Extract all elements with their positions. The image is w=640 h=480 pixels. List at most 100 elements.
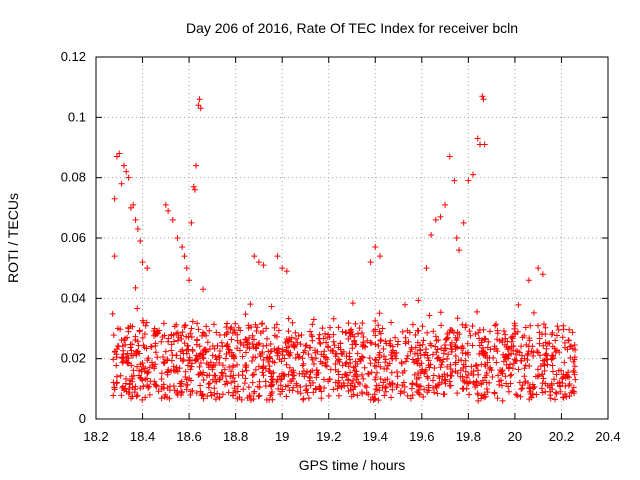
data-point <box>428 342 435 349</box>
data-point <box>446 378 453 385</box>
data-point <box>197 382 204 389</box>
data-point <box>563 393 570 400</box>
data-point <box>206 327 213 334</box>
data-point <box>127 344 134 351</box>
data-point <box>213 356 220 363</box>
data-point <box>286 364 293 371</box>
data-point <box>352 358 359 365</box>
data-point <box>375 342 382 349</box>
data-point <box>432 216 439 223</box>
data-point <box>203 372 210 379</box>
data-point <box>283 347 290 354</box>
data-point <box>404 352 411 359</box>
data-point <box>310 360 317 367</box>
data-point <box>533 391 540 398</box>
grid <box>96 57 608 419</box>
data-point <box>219 362 226 369</box>
data-point <box>491 345 498 352</box>
data-point <box>487 364 494 371</box>
data-point <box>263 325 270 332</box>
data-point <box>216 374 223 381</box>
data-point <box>144 357 151 364</box>
data-point <box>211 321 218 328</box>
data-point <box>375 322 382 329</box>
data-point <box>440 350 447 357</box>
data-point <box>292 335 299 342</box>
x-tick-label: 18.2 <box>83 429 108 444</box>
data-point <box>196 363 203 370</box>
data-point <box>343 359 350 366</box>
data-point <box>198 392 205 399</box>
data-point <box>256 351 263 358</box>
data-point <box>469 322 476 329</box>
data-point <box>509 365 516 372</box>
data-point <box>218 339 225 346</box>
data-point <box>521 332 528 339</box>
data-point <box>245 384 252 391</box>
data-point <box>265 368 272 375</box>
data-point <box>111 195 118 202</box>
data-point <box>562 382 569 389</box>
data-point <box>271 324 278 331</box>
data-point <box>522 324 529 331</box>
data-point <box>249 379 256 386</box>
data-point <box>279 265 286 272</box>
data-point <box>382 356 389 363</box>
data-point <box>473 378 480 385</box>
data-point <box>267 340 274 347</box>
data-point <box>124 350 131 357</box>
data-point <box>165 335 172 342</box>
data-point <box>209 352 216 359</box>
data-point <box>244 395 251 402</box>
data-point <box>448 339 455 346</box>
data-point <box>199 332 206 339</box>
data-point <box>267 348 274 355</box>
data-point <box>337 346 344 353</box>
data-point <box>164 369 171 376</box>
data-point <box>518 386 525 393</box>
data-point <box>132 348 139 355</box>
data-point <box>478 395 485 402</box>
data-point <box>417 352 424 359</box>
data-point <box>552 389 559 396</box>
data-point <box>277 382 284 389</box>
data-point <box>195 326 202 333</box>
data-point <box>183 265 190 272</box>
data-point <box>279 351 286 358</box>
data-point <box>174 368 181 375</box>
data-point <box>297 390 304 397</box>
data-point <box>211 391 218 398</box>
data-point <box>190 183 197 190</box>
data-point <box>191 186 198 193</box>
data-point <box>358 329 365 336</box>
data-point <box>429 351 436 358</box>
data-point <box>170 367 177 374</box>
data-point <box>307 375 314 382</box>
data-point <box>309 337 316 344</box>
data-point <box>447 382 454 389</box>
data-point <box>505 388 512 395</box>
data-point <box>250 353 257 360</box>
data-point <box>320 376 327 383</box>
data-point <box>205 361 212 368</box>
data-point <box>452 343 459 350</box>
data-point <box>206 380 213 387</box>
data-point <box>372 376 379 383</box>
data-point <box>132 284 139 291</box>
x-tick-labels: 18.2 18.4 18.6 18.8 19 19.2 19.4 19.6 19.8 20 20.2… <box>83 429 620 444</box>
data-point <box>562 374 569 381</box>
data-point <box>196 96 203 103</box>
data-point <box>434 355 441 362</box>
data-point <box>216 347 223 354</box>
data-point <box>125 324 132 331</box>
data-point <box>164 357 171 364</box>
data-point <box>113 351 120 358</box>
data-point <box>487 328 494 335</box>
data-point <box>113 380 120 387</box>
data-point <box>234 337 241 344</box>
data-point <box>484 344 491 351</box>
data-point <box>414 382 421 389</box>
data-point <box>274 253 281 260</box>
data-point <box>316 339 323 346</box>
data-point <box>373 369 380 376</box>
